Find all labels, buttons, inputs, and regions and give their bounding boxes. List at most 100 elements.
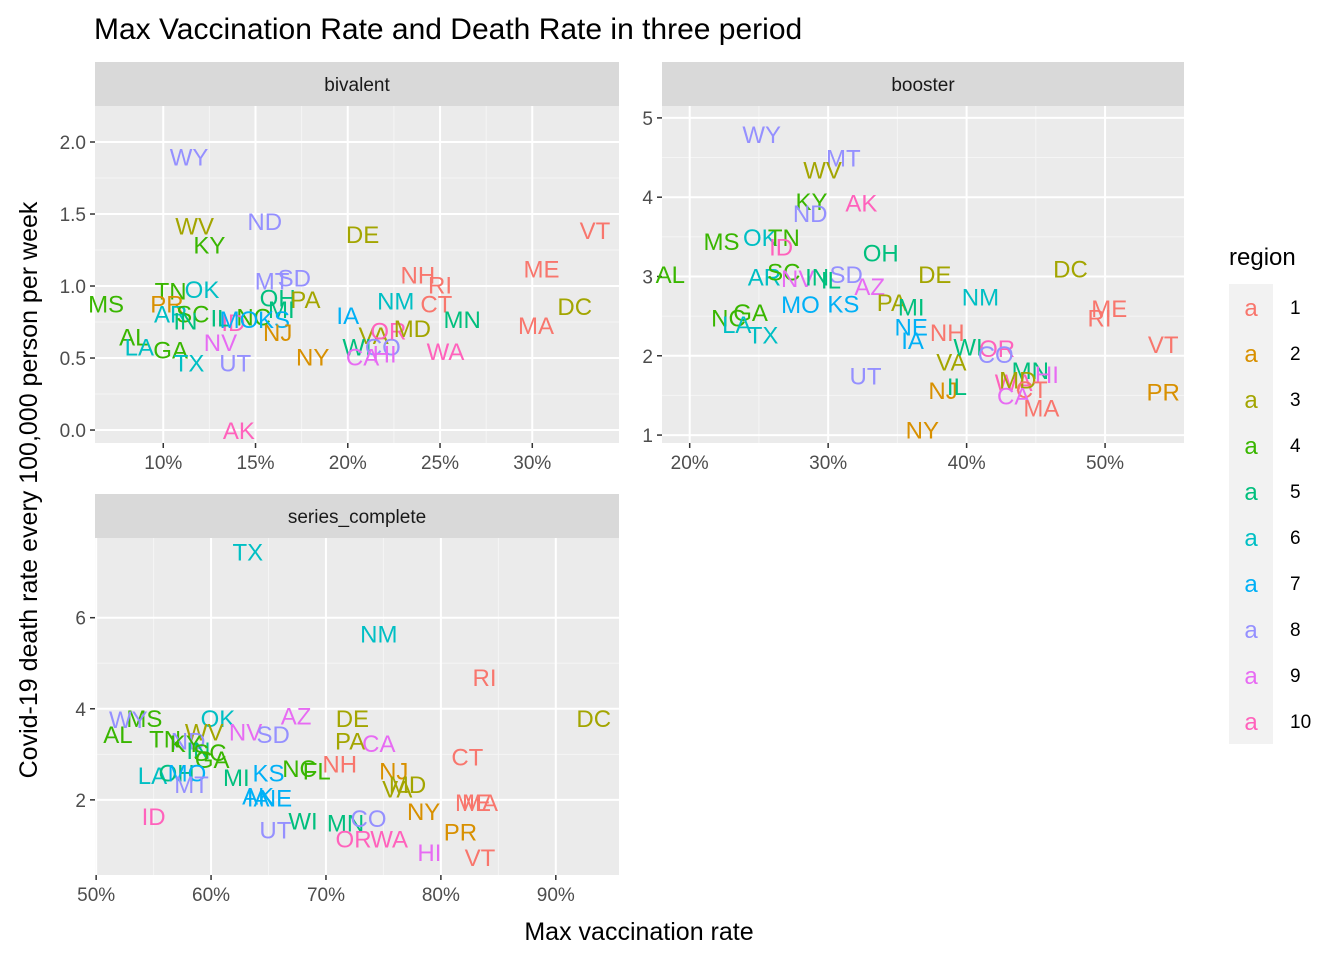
data-point-nc: NC bbox=[236, 304, 271, 331]
data-point-ky: KY bbox=[193, 232, 225, 259]
data-point-nm: NM bbox=[962, 284, 999, 311]
data-point-vt: VT bbox=[580, 218, 611, 245]
data-point-pr: PR bbox=[1147, 379, 1180, 406]
legend-label-region-1: 1 bbox=[1290, 298, 1301, 319]
data-point-id: ID bbox=[769, 234, 793, 261]
data-point-tx: TX bbox=[174, 350, 205, 377]
strip-label-booster: booster bbox=[891, 75, 955, 96]
y-tick-label: 1.5 bbox=[60, 205, 86, 226]
data-point-va: VA bbox=[358, 323, 388, 350]
data-point-tn: TN bbox=[149, 726, 181, 753]
data-point-md: MD bbox=[999, 368, 1036, 395]
y-tick-label: 3 bbox=[642, 267, 653, 288]
data-point-co: CO bbox=[350, 806, 386, 833]
data-point-ok: OK bbox=[743, 225, 778, 252]
data-point-dc: DC bbox=[1053, 257, 1088, 284]
data-point-il: IL bbox=[210, 306, 230, 333]
grid-series-complete bbox=[95, 538, 619, 875]
data-point-co: CO bbox=[365, 335, 401, 362]
data-point-tn: TN bbox=[768, 225, 800, 252]
data-point-in: IN bbox=[805, 264, 829, 291]
data-point-nd: ND bbox=[247, 209, 282, 236]
data-point-mn: MN bbox=[444, 307, 481, 334]
strip-bivalent bbox=[95, 62, 619, 106]
data-point-ca: CA bbox=[362, 731, 395, 758]
data-point-ct: CT bbox=[451, 745, 483, 772]
data-point-va: VA bbox=[936, 349, 966, 376]
data-point-dc: DC bbox=[576, 706, 611, 733]
data-point-mn: MN bbox=[1012, 358, 1049, 385]
legend-key-glyph: a bbox=[1244, 387, 1258, 414]
data-point-nv: NV bbox=[229, 720, 262, 747]
data-point-ak: AK bbox=[845, 191, 877, 218]
data-point-ok: OK bbox=[201, 706, 236, 733]
data-point-dc: DC bbox=[557, 294, 592, 321]
legend-label-region-6: 6 bbox=[1290, 528, 1301, 549]
data-point-ri: RI bbox=[1088, 306, 1112, 333]
y-tick-label: 2 bbox=[75, 791, 86, 812]
data-point-mt: MT bbox=[826, 146, 861, 173]
data-point-pr: PR bbox=[150, 291, 183, 318]
data-point-la: LA bbox=[125, 335, 154, 362]
data-point-ca: CA bbox=[997, 383, 1030, 410]
legend-label-region-2: 2 bbox=[1290, 344, 1301, 365]
data-point-ct: CT bbox=[420, 291, 452, 318]
legend-label-region-8: 8 bbox=[1290, 620, 1301, 641]
data-point-ny: NY bbox=[906, 418, 939, 445]
data-point-or: OR bbox=[336, 827, 372, 854]
data-point-in: IN bbox=[186, 738, 210, 765]
legend-label-region-10: 10 bbox=[1290, 712, 1311, 733]
legend-label-region-9: 9 bbox=[1290, 666, 1301, 687]
legend-key-glyph: a bbox=[1244, 709, 1258, 736]
data-point-hi: HI bbox=[373, 342, 397, 369]
data-point-co: CO bbox=[978, 342, 1014, 369]
strip-series-complete bbox=[95, 494, 619, 538]
data-point-ma: MA bbox=[1023, 395, 1059, 422]
y-tick-label: 2 bbox=[642, 347, 653, 368]
data-point-nv: NV bbox=[204, 330, 237, 357]
legend-items: a 1 a 2 a 3 a 4 a 5 a 6 a 7 a 8 a 9 a 10 bbox=[1244, 295, 1311, 736]
data-point-ga: GA bbox=[153, 337, 188, 364]
x-tick-label: 50% bbox=[1086, 453, 1124, 474]
data-point-nh: NH bbox=[322, 751, 357, 778]
data-point-vt: VT bbox=[1148, 332, 1179, 359]
data-point-ia: IA bbox=[901, 328, 924, 355]
legend-key-background bbox=[1229, 284, 1273, 744]
data-point-nm: NM bbox=[360, 622, 397, 649]
x-tick-label: 10% bbox=[144, 453, 182, 474]
data-point-al: AL bbox=[119, 324, 148, 351]
data-point-de: DE bbox=[336, 706, 369, 733]
data-point-hi: HI bbox=[1035, 362, 1059, 389]
data-point-ks: KS bbox=[253, 761, 285, 788]
data-point-id: ID bbox=[142, 804, 166, 831]
data-point-pa: PA bbox=[290, 287, 320, 314]
data-point-va: VA bbox=[382, 776, 412, 803]
data-point-tn: TN bbox=[155, 278, 187, 305]
data-point-wy: WY bbox=[109, 707, 148, 734]
data-point-wi: WI bbox=[288, 808, 317, 835]
chart-title: Max Vaccination Rate and Death Rate in t… bbox=[94, 13, 802, 46]
y-axis-title: Covid-19 death rate every 100,000 person… bbox=[15, 201, 43, 778]
data-point-wa: WA bbox=[370, 827, 408, 854]
data-point-pa: PA bbox=[335, 729, 365, 756]
data-point-mi: MI bbox=[223, 765, 250, 792]
data-point-fl: FL bbox=[303, 758, 331, 785]
data-point-sc: SC bbox=[767, 260, 800, 287]
strip-booster bbox=[662, 62, 1184, 106]
data-point-nd: ND bbox=[793, 201, 828, 228]
grid-bivalent bbox=[95, 106, 619, 443]
data-point-wy: WY bbox=[170, 144, 209, 171]
data-point-ky: KY bbox=[796, 189, 828, 216]
data-point-wi: WI bbox=[953, 334, 982, 361]
facet-panel-bivalent: bivalent 10% 15% 20% 25% 30%0.00.51.01.52.0 … bbox=[60, 62, 619, 474]
legend-key-glyph: a bbox=[1244, 295, 1258, 322]
data-point-tx: TX bbox=[232, 540, 263, 567]
legend-label-region-7: 7 bbox=[1290, 574, 1301, 595]
data-point-mi: MI bbox=[898, 295, 925, 322]
data-point-ut: UT bbox=[850, 364, 882, 391]
data-point-wv: WV bbox=[185, 720, 224, 747]
x-tick-label: 20% bbox=[671, 453, 709, 474]
